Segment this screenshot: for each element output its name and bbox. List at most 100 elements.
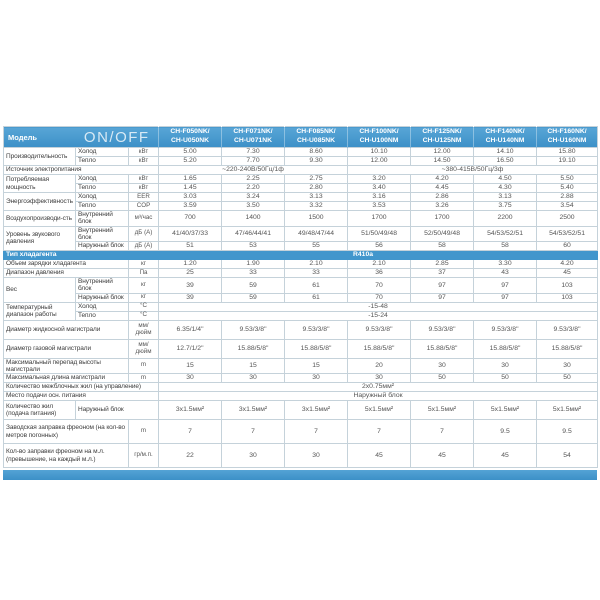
unit-cell: м³/час [127,210,160,227]
value-cell: 3.75 [473,201,538,211]
value-cell: 43 [473,268,538,279]
value-cell: 2.10 [347,259,412,270]
value-cell: 15.88/5/8" [347,338,412,359]
row-refrigerant-charge: Объем зарядки хладагента кг 1.20 1.90 2.… [3,259,599,270]
value-cell: 7 [347,419,412,445]
row-sublabel: Внутренний блок [75,210,129,227]
value-cell: 3.53 [347,201,412,211]
row-consumption-heat: Тепло кВт 1.45 2.20 2.80 3.40 4.45 4.30 … [4,183,599,193]
row-label: Место подачи осн. питания [2,391,160,402]
value-cell: 4.20 [536,259,599,270]
value-cell: 3х1.5мм² [158,400,223,421]
row-label: Максимальный перепад высоты магистрали [3,357,129,375]
row-label: Количество межблочных жил (на управление… [2,382,160,393]
value-cell: 8.60 [284,147,349,157]
value-cell: 3.59 [158,201,223,211]
value-cell: 3х1.5мм² [284,400,349,421]
row-label: Вес [3,277,76,303]
unit-cell: EER [127,192,160,202]
specification-table: Модель ON/OFF CH-F050NK/CH-U050NK CH-F07… [2,126,599,469]
model-column-header: CH-F085NK/CH-U085NK [284,126,348,148]
value-cell: 49/48/47/44 [284,225,349,243]
value-cell: 15 [158,357,223,375]
value-cell: 1.65 [158,174,223,184]
value-cell: 51 [158,241,223,252]
value-cell: 6.35/1/4" [158,319,223,340]
value-cell: 5х1.5мм² [536,400,599,421]
value-cell: 3.40 [347,183,412,193]
value-cell: 1.90 [221,259,286,270]
value-cell: 9.5 [473,419,538,445]
value-cell: R410a [127,250,599,261]
model-name-line1: CH-F160NK/ [547,128,587,136]
value-cell: 103 [536,292,599,303]
value-cell: 16.50 [473,156,538,166]
unit-cell: °С [127,310,160,321]
row-extra-freon-charge: Кол-во заправки фреоном на м.л. (превыше… [3,443,599,469]
value-cell: 51/50/49/48 [347,225,412,243]
model-name-line1: CH-F140NK/ [485,128,525,136]
value-cell: 4.45 [410,183,475,193]
value-cell: 59 [221,292,286,303]
value-cell: 50 [536,373,599,384]
row-sublabel: Холод [75,192,129,202]
unit-cell: m [127,419,160,445]
value-cell: 15.88/5/8" [410,338,475,359]
value-cell: 3.16 [347,192,412,202]
unit-cell: Па [127,268,160,279]
row-airflow: Воздухопроизводи-сть Внутренний блок м³/… [3,210,599,227]
model-name-line1: CH-F100NK/ [359,128,399,136]
value-cell: 3.13 [473,192,538,202]
model-name-line2: CH-U140NM [485,137,525,144]
row-sublabel: Наружный блок [75,241,129,252]
value-cell: 30 [284,443,349,469]
unit-cell: гр/м.п. [127,443,160,469]
row-gas-line-diameter: Диаметр газовой магистрали мм/ дюйм 12.7… [3,338,599,359]
value-cell: 2.86 [410,192,475,202]
row-sublabel: Тепло [75,201,129,211]
model-name-line2: CH-U071NK [233,137,273,144]
row-consumption-cold: Потребляемая мощность Холод кВт 1.65 2.2… [3,174,599,193]
value-cell: 9.5 [536,419,599,445]
unit-cell: m [127,373,160,384]
value-cell: 2.20 [221,183,286,193]
value-cell: 15 [221,357,286,375]
value-cell: 3.30 [473,259,538,270]
value-cell: 7.70 [221,156,286,166]
value-cell: 37 [410,268,475,279]
row-label: Объем зарядки хладагента [3,259,129,270]
value-cell: 15.88/5/8" [221,338,286,359]
value-cell: 3.54 [536,201,599,211]
value-cell: 12.00 [410,147,475,157]
value-cell: 33 [284,268,349,279]
value-cell: 1500 [284,210,349,227]
value-cell: 15.88/5/8" [284,338,349,359]
value-cell: 58 [410,241,475,252]
value-cell: 36 [347,268,412,279]
row-label: Диаметр газовой магистрали [3,338,129,359]
value-cell: 54/53/52/51 [473,225,538,243]
value-cell: 4.30 [473,183,538,193]
row-label: Уровень звукового давления [3,225,76,252]
row-label: Производительность [3,147,76,166]
value-cell: 3.26 [410,201,475,211]
value-cell: 10.10 [347,147,412,157]
row-sublabel: Тепло [75,310,129,321]
value-cell: 30 [473,357,538,375]
value-cell: 15.88/5/8" [473,338,538,359]
row-label: Диаметр жидкосной магистрали [3,319,129,340]
value-cell: 2.10 [284,259,349,270]
value-cell: 30 [221,443,286,469]
row-pressure-range: Диапазон давления Па 25 33 33 36 37 43 4… [3,268,599,279]
value-cell: 20 [347,357,412,375]
value-cell: Наружный блок [158,391,599,402]
value-cell: 9.53/3/8" [473,319,538,340]
value-cell: 50 [410,373,475,384]
value-cell: 33 [221,268,286,279]
row-sublabel: Внутренний блок [75,277,129,294]
row-sublabel: Холод [75,147,129,157]
value-cell: 3.13 [284,192,349,202]
value-cell: 2.88 [536,192,599,202]
value-cell: 1700 [347,210,412,227]
bottom-accent-bar [3,470,597,481]
